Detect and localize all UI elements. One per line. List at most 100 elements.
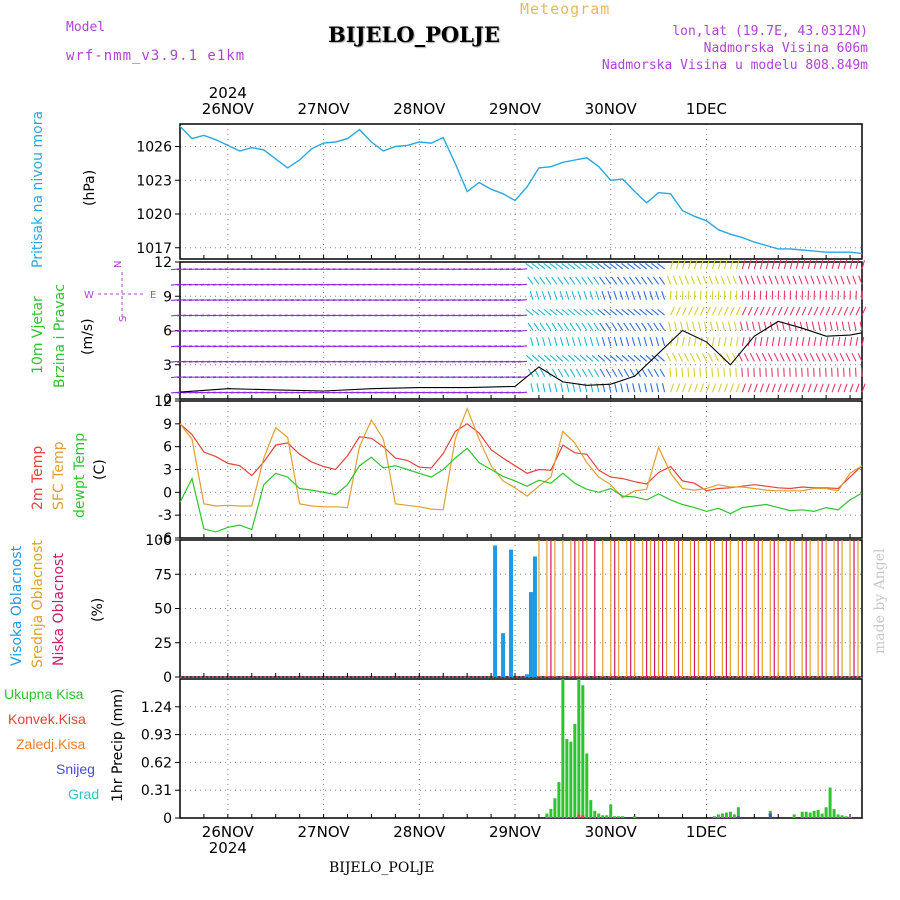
wind-arrow bbox=[813, 306, 819, 316]
wind-arrow bbox=[765, 383, 770, 393]
wind-arrow bbox=[531, 354, 540, 362]
wind-arrow bbox=[726, 275, 731, 285]
wind-arrow bbox=[527, 368, 534, 378]
wind-arrow bbox=[530, 383, 534, 393]
wind-arrow bbox=[577, 290, 582, 300]
wind-arrow bbox=[668, 321, 672, 331]
wind-arrow bbox=[647, 322, 654, 331]
wind-arrow bbox=[517, 391, 528, 394]
wind-arrow bbox=[705, 383, 711, 393]
wind-arrow bbox=[655, 290, 660, 300]
wind-arrow bbox=[537, 263, 546, 270]
wind-arrow bbox=[657, 354, 665, 362]
precip-bar-0 bbox=[728, 811, 732, 818]
wind-arrow bbox=[843, 383, 848, 393]
wind-arrow bbox=[563, 322, 570, 331]
wind-arrow bbox=[755, 353, 761, 362]
wind-arrow bbox=[536, 383, 540, 393]
wind-arrow bbox=[783, 260, 788, 270]
wind-arrow bbox=[549, 263, 558, 270]
wind-arrow bbox=[645, 263, 653, 270]
wind-arrow bbox=[605, 276, 612, 285]
wind-arrow bbox=[658, 276, 666, 285]
precip-bar-0 bbox=[585, 753, 589, 818]
wind-arrow bbox=[861, 336, 865, 347]
wind-arrow bbox=[560, 383, 564, 393]
wind-arrow bbox=[629, 368, 636, 378]
wind-arrow bbox=[643, 290, 648, 300]
wind-arrow bbox=[799, 321, 803, 331]
wind-arrow bbox=[571, 337, 576, 347]
wind-arrow bbox=[803, 353, 809, 362]
wind-arrow bbox=[795, 336, 799, 347]
wind-arrow bbox=[739, 321, 743, 331]
wind-arrow bbox=[786, 275, 791, 285]
precip-bar-0 bbox=[812, 810, 816, 818]
wind-arrow bbox=[607, 290, 612, 300]
wind-arrow bbox=[837, 260, 842, 270]
wind-arrow bbox=[833, 353, 839, 362]
y-tick-label: 0.31 bbox=[141, 783, 172, 799]
wind-arrow bbox=[553, 337, 558, 347]
wind-arrow bbox=[831, 260, 836, 270]
y-tick-label: 6 bbox=[163, 440, 172, 456]
wind-arrow bbox=[729, 260, 734, 270]
wind-arrow bbox=[813, 336, 817, 347]
wind-arrow bbox=[735, 306, 741, 316]
wind-arrow bbox=[615, 308, 624, 316]
wind-arrow bbox=[603, 263, 612, 270]
wind-arrow bbox=[649, 337, 654, 347]
y-tick-label: 0 bbox=[163, 392, 172, 408]
wind-arrow bbox=[619, 337, 624, 347]
precip-bar-0 bbox=[732, 814, 736, 818]
wind-arrow bbox=[646, 276, 654, 285]
wind-arrow bbox=[849, 306, 855, 316]
elevation-label: Nadmorska Visina 606m bbox=[703, 41, 868, 56]
wind-arrow bbox=[692, 321, 696, 331]
wind-arrow bbox=[579, 263, 588, 270]
wind-arrow bbox=[696, 275, 701, 285]
y-tick-label: 1026 bbox=[136, 140, 172, 156]
wind-arrow bbox=[693, 383, 699, 393]
wind-arrow bbox=[858, 275, 863, 285]
wind-arrow bbox=[517, 360, 528, 363]
wind-arrow bbox=[633, 354, 642, 362]
wind-arrow bbox=[583, 337, 588, 347]
wind-arrow bbox=[569, 322, 576, 331]
wind-arrow bbox=[699, 383, 705, 393]
wind-arrow bbox=[805, 321, 809, 331]
panel-frame-temp bbox=[179, 400, 863, 539]
y-tick-label: 6 bbox=[163, 324, 172, 340]
wind-arrow bbox=[849, 383, 854, 393]
wind-speed-line bbox=[179, 320, 863, 393]
precip-bar-0 bbox=[820, 813, 824, 818]
wind-arrow bbox=[783, 306, 789, 316]
page-title: BIJELO_POLJE bbox=[328, 22, 500, 47]
wind-arrow bbox=[641, 368, 648, 378]
wind-arrow bbox=[621, 308, 630, 316]
wind-arrow bbox=[837, 306, 843, 316]
wind-arrow bbox=[704, 321, 707, 331]
wind-arrow bbox=[753, 336, 757, 347]
wind-arrow bbox=[765, 260, 770, 270]
wind-arrow bbox=[628, 276, 636, 285]
model-name: wrf-nmm_v3.9.1 e1km bbox=[66, 48, 246, 64]
precip-bar-2 bbox=[736, 816, 740, 818]
precip-bar-0 bbox=[712, 816, 716, 818]
y-tick-label: 1023 bbox=[136, 173, 172, 189]
wind-arrow bbox=[849, 336, 853, 347]
wind-arrow bbox=[717, 306, 723, 316]
wind-arrow bbox=[517, 376, 528, 379]
wind-arrow bbox=[593, 368, 600, 378]
y-tick-label: -3 bbox=[158, 508, 172, 524]
wind-arrow bbox=[571, 290, 576, 300]
wind-arrow bbox=[593, 276, 600, 285]
wind-arrow bbox=[841, 321, 845, 331]
wind-arrow bbox=[733, 321, 737, 331]
wind-arrow bbox=[684, 275, 690, 285]
precip-bar-0 bbox=[565, 739, 569, 818]
wind-arrow bbox=[561, 308, 570, 316]
date-label-bottom: 29NOV bbox=[489, 823, 542, 841]
wind-arrow bbox=[710, 321, 713, 331]
wind-arrow bbox=[656, 383, 660, 393]
